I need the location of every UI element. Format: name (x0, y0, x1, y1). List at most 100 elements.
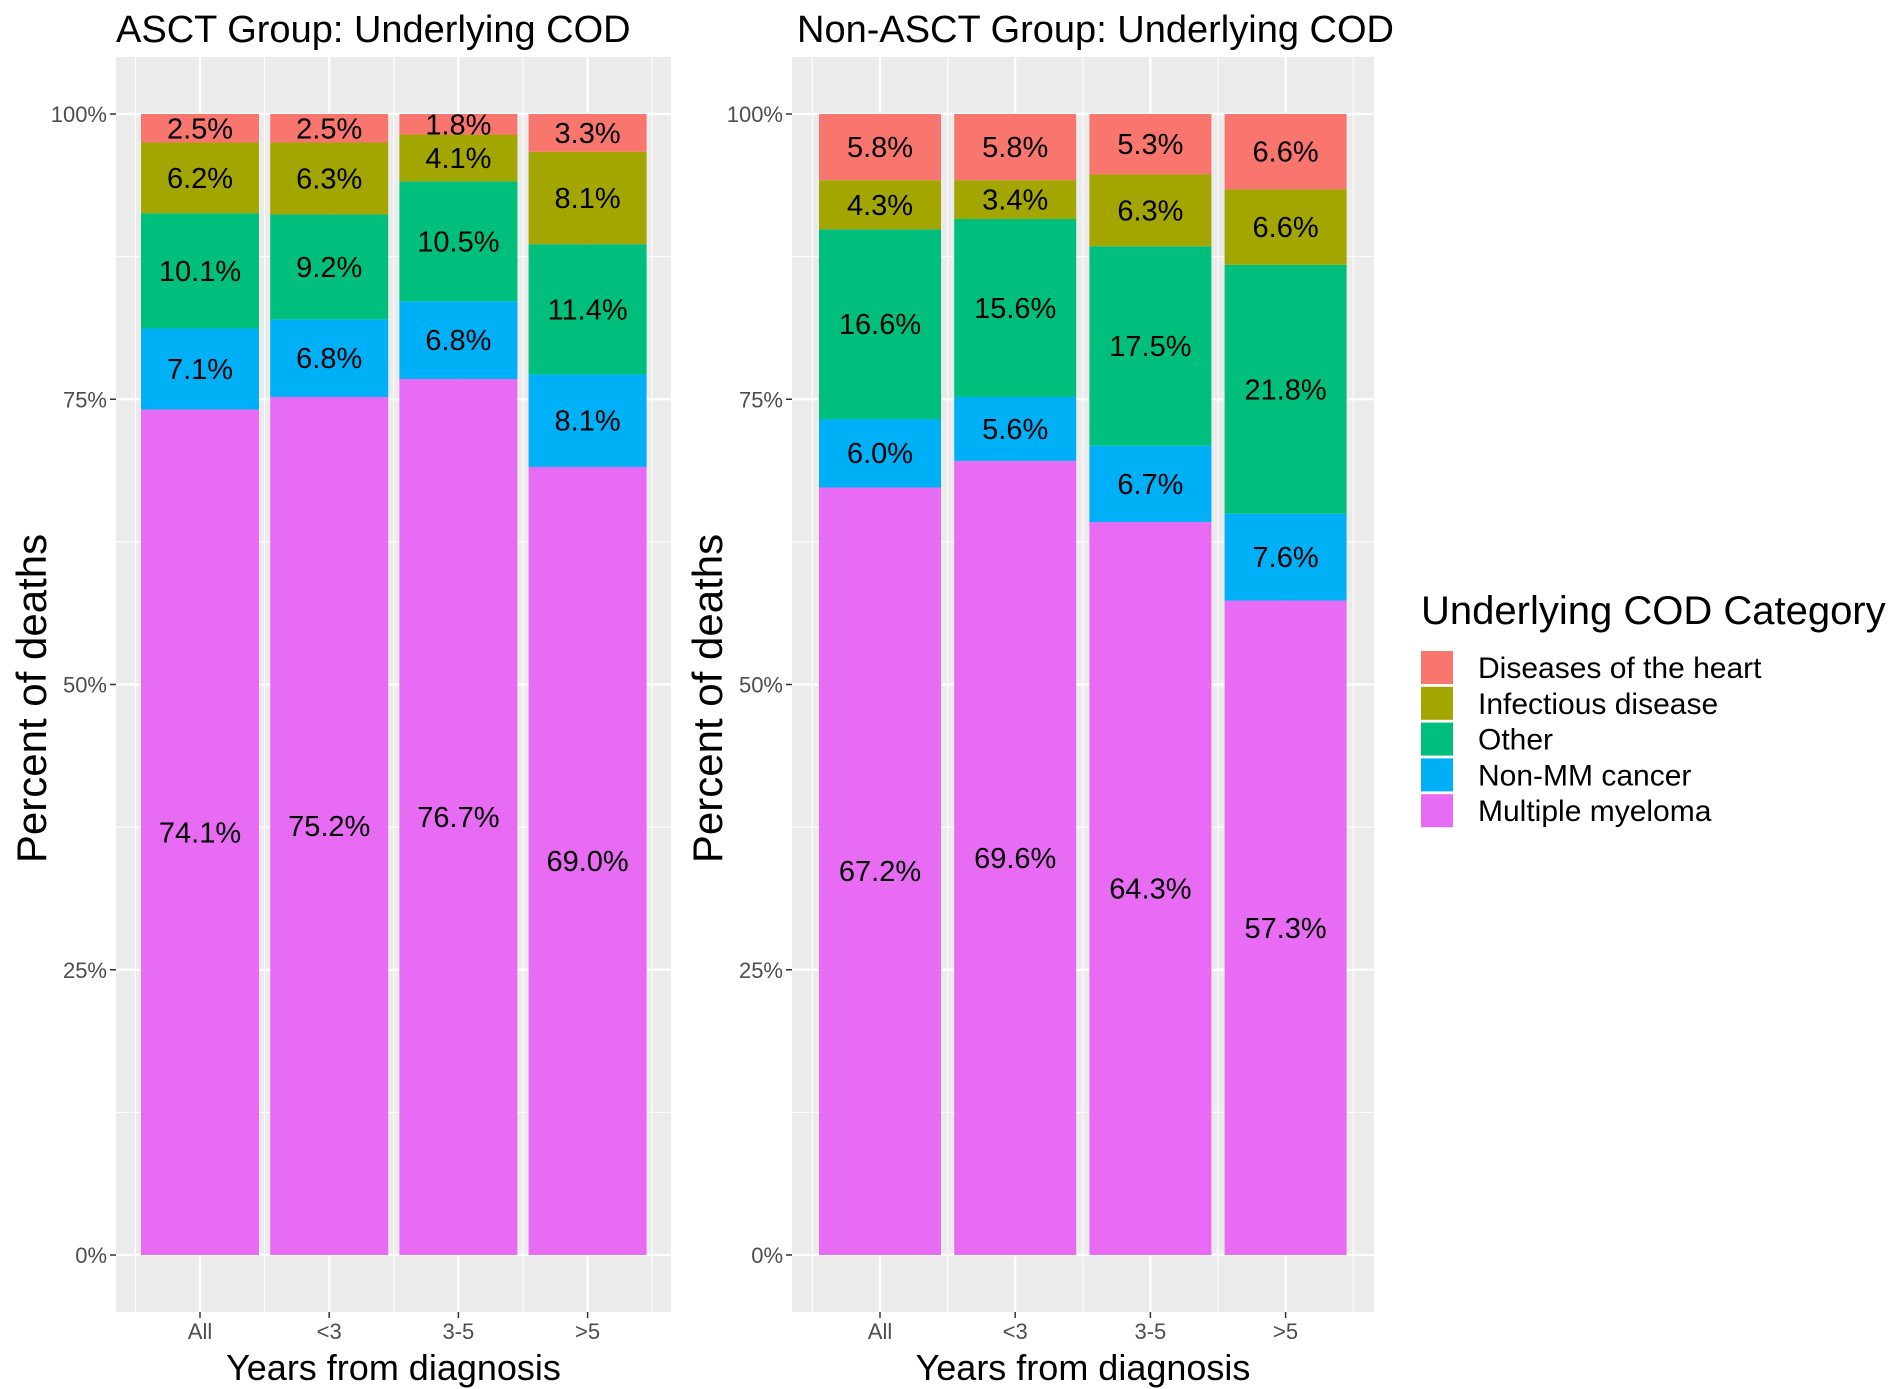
x-tick-label: 3-5 (443, 1319, 475, 1344)
y-tick-label: 50% (739, 673, 783, 698)
x-tick-label: <3 (317, 1319, 342, 1344)
bar-segment-other (1089, 246, 1212, 446)
legend-item: Other (1421, 722, 1553, 757)
bar-segment-non-mm-cancer (954, 396, 1077, 461)
bar-segment-other (954, 218, 1077, 397)
data-label: 1.8% (425, 109, 491, 141)
data-label: 15.6% (974, 293, 1056, 325)
legend-label: Other (1478, 724, 1553, 757)
y-tick-label: 0% (75, 1243, 107, 1268)
y-axis-title: Percent of deaths (8, 534, 55, 863)
y-tick-label: 100% (727, 102, 783, 127)
x-tick-label: >5 (1273, 1319, 1298, 1344)
bar-segment-other (399, 181, 518, 302)
legend-key (1421, 722, 1453, 756)
data-label: 6.8% (296, 343, 362, 375)
x-axis-title: Years from diagnosis (916, 1347, 1251, 1388)
data-label: 21.8% (1244, 374, 1326, 406)
x-tick-label: <3 (1003, 1319, 1028, 1344)
y-axis-ticks: 0% 25% 50% 75% 100% (51, 102, 116, 1268)
bar-segment-multiple-myeloma (819, 487, 941, 1255)
legend-label: Diseases of the heart (1478, 652, 1762, 685)
data-label: 4.3% (847, 190, 913, 222)
data-label: 5.6% (982, 414, 1048, 446)
bar-segment-non-mm-cancer (819, 418, 941, 488)
bar-segment-non-mm-cancer (528, 374, 647, 467)
bar-segment-multiple-myeloma (141, 409, 259, 1255)
legend-label: Non-MM cancer (1478, 759, 1691, 792)
data-label: 57.3% (1244, 913, 1326, 945)
bar-segment-multiple-myeloma (399, 378, 518, 1255)
data-label: 6.3% (1117, 195, 1183, 227)
legend-key (1421, 758, 1453, 792)
bar-segment-infectious-disease (1089, 174, 1212, 247)
data-label: 69.0% (546, 846, 628, 878)
data-label: 74.1% (159, 817, 241, 849)
bar-segment-other (1224, 264, 1347, 514)
panel-non-asct: Non-ASCT Group: Underlying COD 67.2% 6.0%… (684, 9, 1394, 1388)
data-label: 9.2% (296, 252, 362, 284)
data-label: 69.6% (974, 843, 1056, 875)
data-labels: 74.1% 7.1% 10.1% 6.2% 2.5% 75.2% 6.8% 9.2% 6.3% 2… (159, 109, 629, 878)
data-labels: 67.2% 6.0% 16.6% 4.3% 5.8% 69.6% 5.6% 15.6% 3.4%… (839, 129, 1327, 945)
bar-segment-diseases-of-the-heart (819, 114, 941, 181)
data-label: 64.3% (1109, 874, 1191, 906)
y-tick-label: 75% (63, 387, 107, 412)
legend-title: Underlying COD Category (1421, 589, 1886, 633)
bar-segment-diseases-of-the-heart (954, 114, 1077, 181)
bar-segment-other (141, 213, 259, 329)
data-label: 2.5% (296, 113, 362, 145)
data-label: 17.5% (1109, 331, 1191, 363)
legend: Underlying COD Category Diseases of the … (1421, 589, 1886, 828)
bar-segment-diseases-of-the-heart (1089, 114, 1212, 175)
bar-segment-infectious-disease (399, 134, 518, 182)
legend-item: Infectious disease (1421, 686, 1718, 721)
y-axis-ticks: 0% 25% 50% 75% 100% (727, 102, 792, 1268)
x-tick-label: 3-5 (1135, 1319, 1167, 1344)
y-axis-title: Percent of deaths (684, 534, 731, 863)
bar-segment-other (270, 214, 389, 320)
x-tick-label: >5 (575, 1319, 600, 1344)
panel-asct: ASCT Group: Underlying COD 74.1% 7.1% 10.1… (8, 9, 671, 1388)
data-label: 11.4% (548, 294, 628, 326)
bar-segment-multiple-myeloma (1224, 600, 1347, 1255)
data-label: 7.6% (1253, 542, 1319, 574)
x-axis-ticks: All <3 3-5 >5 (868, 1312, 1298, 1344)
y-tick-label: 25% (63, 958, 107, 983)
data-label: 8.1% (555, 406, 621, 438)
bar-segment-multiple-myeloma (528, 466, 647, 1255)
data-label: 6.7% (1117, 469, 1183, 501)
data-label: 16.6% (839, 309, 921, 341)
bar-segment-non-mm-cancer (270, 319, 389, 397)
x-axis-title: Years from diagnosis (226, 1347, 561, 1388)
legend-item: Multiple myeloma (1421, 794, 1712, 828)
data-label: 6.2% (167, 163, 233, 195)
bar-segment-infectious-disease (1224, 189, 1347, 265)
data-label: 2.5% (167, 113, 233, 145)
data-label: 10.1% (159, 256, 241, 288)
bar-segment-multiple-myeloma (1089, 522, 1212, 1255)
bar-segment-multiple-myeloma (954, 460, 1077, 1255)
data-label: 75.2% (288, 811, 370, 843)
x-axis-ticks: All <3 3-5 >5 (188, 1312, 600, 1344)
legend-key (1421, 651, 1453, 684)
bar-segment-infectious-disease (528, 151, 647, 245)
y-tick-label: 75% (739, 387, 783, 412)
x-tick-label: All (868, 1319, 892, 1344)
bar-segment-infectious-disease (270, 142, 389, 215)
bar-segment-non-mm-cancer (1089, 445, 1212, 523)
x-tick-label: All (188, 1319, 212, 1344)
data-label: 8.1% (555, 183, 621, 215)
data-label: 6.3% (296, 163, 362, 195)
bar-segment-other (819, 229, 941, 419)
bar-segment-infectious-disease (954, 180, 1077, 219)
data-label: 5.8% (847, 132, 913, 164)
data-label: 6.0% (847, 438, 913, 470)
data-label: 6.8% (425, 325, 491, 357)
legend-key (1421, 794, 1453, 828)
data-label: 67.2% (839, 856, 921, 888)
bar-segment-infectious-disease (819, 180, 941, 230)
data-label: 5.8% (982, 132, 1048, 164)
y-tick-label: 0% (751, 1243, 783, 1268)
